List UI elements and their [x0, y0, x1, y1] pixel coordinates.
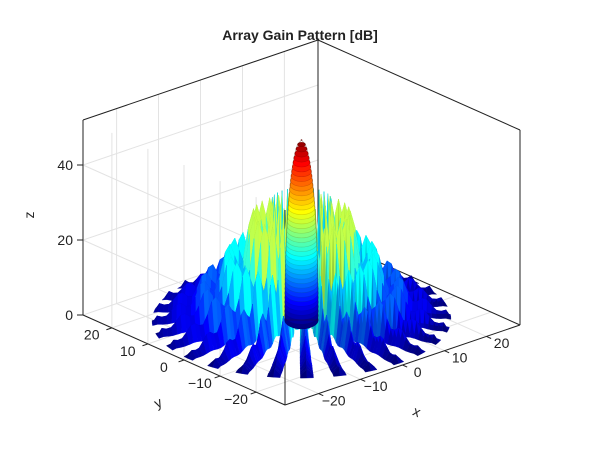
y-tick-mark [142, 343, 149, 347]
surface-fin-segment [151, 315, 158, 326]
main-lobe-slice [297, 142, 306, 147]
surface-fin-segment [156, 315, 163, 325]
y-tick-label: −20 [224, 391, 248, 407]
x-axis-label: x [411, 403, 423, 420]
surface-fin-segment [443, 322, 450, 331]
x-tick-label: −10 [364, 378, 388, 394]
x-tick-mark [360, 378, 366, 382]
x-tick-mark [402, 364, 408, 368]
x-tick-label: 10 [452, 349, 468, 365]
surface-fin-segment [166, 310, 172, 325]
y-tick-label: 10 [120, 343, 136, 359]
surface-fin-segment [156, 327, 164, 339]
x-tick-mark [444, 350, 450, 354]
surface-fin-segment [241, 364, 250, 375]
y-tick-label: 0 [160, 359, 168, 375]
x-tick-label: 20 [494, 335, 510, 351]
y-tick-mark [178, 359, 185, 363]
surface-fin-segment [368, 361, 378, 372]
z-axis-label: z [21, 212, 37, 219]
surface-fin-segment [187, 349, 197, 361]
x-tick-label: 0 [414, 364, 422, 380]
axis-edge [82, 39, 319, 121]
z-tick-label: 40 [57, 157, 73, 173]
y-tick-mark [106, 327, 113, 331]
surface-fin-segment [306, 368, 314, 379]
surface-fin-segment [169, 339, 177, 351]
surface-fin-segment [273, 367, 282, 378]
main-lobe-slice [300, 139, 303, 141]
surface-fin-segment [440, 309, 447, 315]
x-tick-mark [486, 335, 492, 339]
x-tick-mark [318, 393, 324, 397]
y-axis-label: y [151, 394, 164, 411]
y-tick-label: −10 [188, 375, 212, 391]
axis-edge [317, 39, 521, 131]
surface-fin-segment [212, 358, 221, 369]
surface-fin-segment [395, 354, 405, 364]
y-tick-mark [250, 391, 257, 395]
surface-fin-segment [435, 310, 442, 315]
gain-surface [151, 139, 452, 379]
z-tick-label: 20 [57, 232, 73, 248]
tick-labels: −20 −10 0 10 20 −20 −10 0 10 20 0 20 40 [57, 157, 509, 408]
x-tick-label: −20 [322, 392, 346, 408]
surface-fin-segment [417, 345, 426, 354]
y-tick-label: 20 [84, 327, 100, 343]
surface-fin-segment [433, 334, 442, 343]
surface-fin-segment [161, 315, 168, 325]
chart-title: Array Gain Pattern [dB] [222, 27, 378, 43]
z-tick-label: 0 [65, 307, 73, 323]
surface-fin-segment [338, 366, 347, 377]
main-lobe-outline [284, 139, 319, 321]
main-lobe-slice [295, 145, 308, 153]
y-tick-mark [214, 375, 221, 379]
